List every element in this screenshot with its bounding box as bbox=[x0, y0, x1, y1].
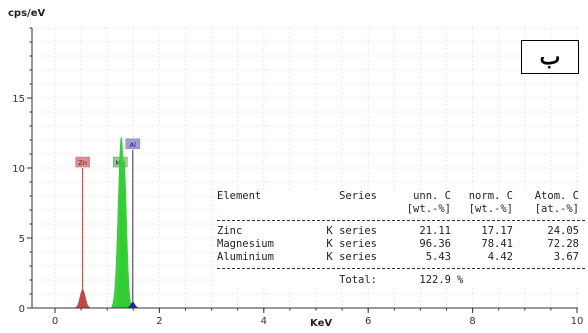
cell-unn: 96.36 bbox=[419, 238, 451, 250]
y-tick-label: 15 bbox=[12, 94, 25, 105]
cell-norm: 4.42 bbox=[487, 251, 513, 263]
x-tick-label: 8 bbox=[469, 316, 475, 327]
cell-series: K series bbox=[326, 225, 377, 237]
peak-mg bbox=[115, 160, 133, 309]
total-value: 122.9 bbox=[419, 274, 451, 286]
x-axis-label: KeV bbox=[310, 318, 333, 329]
cell-unn: 21.11 bbox=[419, 225, 451, 237]
table-divider bbox=[217, 268, 585, 269]
header-norm: norm. C bbox=[468, 190, 513, 202]
y-axis-label: cps/eV bbox=[8, 8, 46, 19]
header-atom: Atom. C bbox=[534, 190, 579, 202]
unit-unn: [wt.-%] bbox=[406, 203, 451, 215]
cell-element: Magnesium bbox=[217, 238, 274, 250]
table-row: Aluminium K series 5.43 4.42 3.67 bbox=[217, 251, 585, 264]
quantification-table: Element Series unn. C norm. C Atom. C [w… bbox=[217, 190, 585, 287]
element-marker-label: Zn bbox=[78, 159, 87, 167]
table-row: Magnesium K series 96.36 78.41 72.28 bbox=[217, 238, 585, 251]
table-units-row: [wt.-%] [wt.-%] [at.-%] bbox=[217, 203, 585, 216]
x-tick-label: 6 bbox=[365, 316, 371, 327]
panel-label: ب bbox=[521, 40, 579, 74]
cell-element: Zinc bbox=[217, 225, 243, 237]
spectrum-peaks bbox=[74, 137, 140, 309]
x-tick-label: 4 bbox=[261, 316, 267, 327]
unit-atom: [at.-%] bbox=[534, 203, 579, 215]
total-label: Total: bbox=[339, 274, 377, 286]
cell-atom: 72.28 bbox=[547, 238, 579, 250]
element-marker-label: Al bbox=[130, 141, 136, 149]
x-tick-label: 2 bbox=[156, 316, 162, 327]
element-marker-box bbox=[125, 138, 141, 150]
table-divider bbox=[217, 220, 585, 221]
header-unn: unn. C bbox=[413, 190, 451, 202]
axes: 0 2 4 6 8 10 0 5 10 15 bbox=[12, 27, 584, 327]
cell-series: K series bbox=[326, 251, 377, 263]
cell-atom: 3.67 bbox=[553, 251, 579, 263]
table-header-row: Element Series unn. C norm. C Atom. C bbox=[217, 190, 585, 203]
cell-series: K series bbox=[326, 238, 377, 250]
x-tick-label: 10 bbox=[571, 316, 584, 327]
y-tick-label: 10 bbox=[12, 164, 25, 175]
table-total-row: Total: 122.9 % bbox=[217, 273, 585, 287]
cell-norm: 17.17 bbox=[481, 225, 513, 237]
x-tick-label: 0 bbox=[52, 316, 58, 327]
peak-zn bbox=[74, 289, 91, 309]
header-element: Element bbox=[217, 190, 262, 202]
y-tick-label: 0 bbox=[19, 304, 25, 315]
element-marker-box bbox=[75, 156, 90, 168]
header-series: Series bbox=[339, 190, 377, 202]
cell-atom: 24.05 bbox=[547, 225, 579, 237]
cell-element: Aluminium bbox=[217, 251, 274, 263]
table-row: Zinc K series 21.11 17.17 24.05 bbox=[217, 225, 585, 238]
cell-norm: 78.41 bbox=[481, 238, 513, 250]
y-tick-label: 5 bbox=[19, 234, 25, 245]
cell-unn: 5.43 bbox=[425, 251, 451, 263]
total-unit: % bbox=[457, 274, 464, 286]
unit-norm: [wt.-%] bbox=[468, 203, 513, 215]
